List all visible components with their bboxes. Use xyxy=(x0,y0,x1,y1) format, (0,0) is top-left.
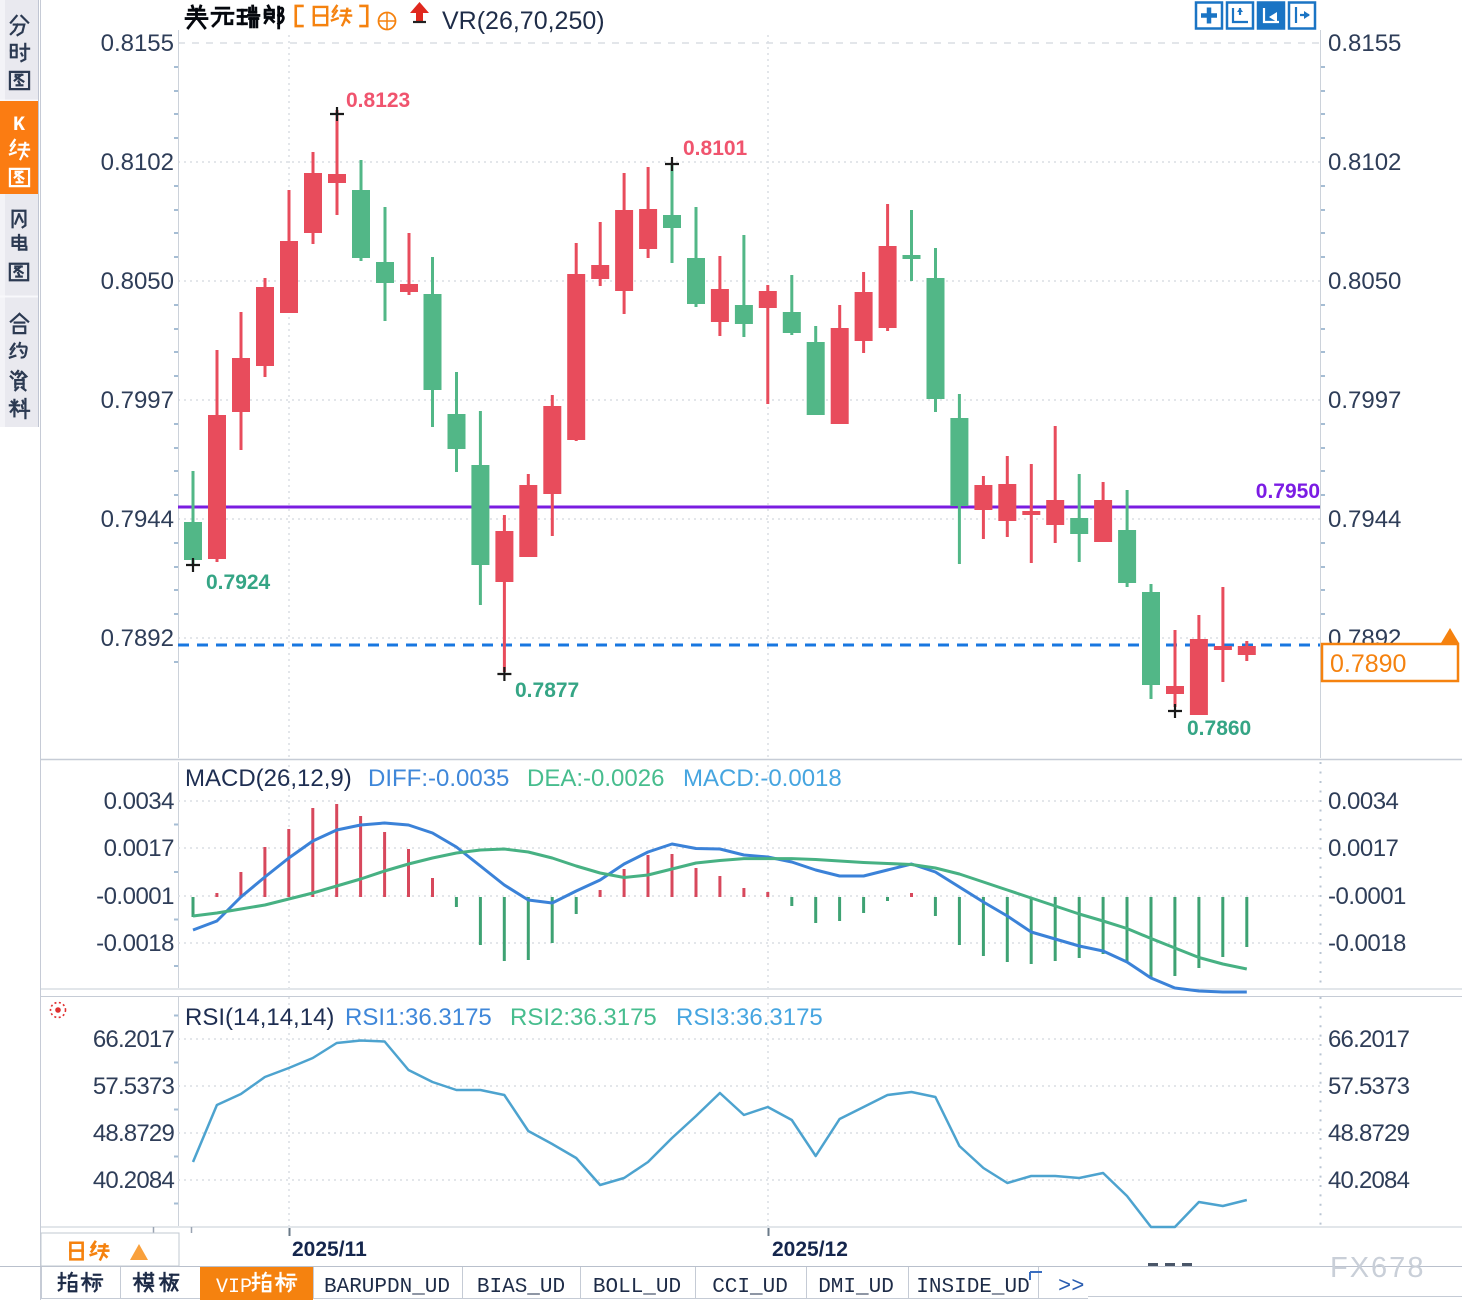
svg-text:0.0034: 0.0034 xyxy=(104,788,175,815)
svg-text:0.7997: 0.7997 xyxy=(1328,387,1401,414)
svg-text:DEA:-0.0026: DEA:-0.0026 xyxy=(527,765,664,792)
svg-text:0.7890: 0.7890 xyxy=(1330,650,1406,678)
svg-text:0.7892: 0.7892 xyxy=(101,625,174,652)
svg-text:BOLL_UD: BOLL_UD xyxy=(593,1276,681,1299)
svg-text:0.8101: 0.8101 xyxy=(683,137,748,160)
svg-text:0.8050: 0.8050 xyxy=(101,268,174,295)
svg-text:FX678: FX678 xyxy=(1330,1252,1425,1284)
svg-text:BIAS_UD: BIAS_UD xyxy=(477,1276,565,1299)
svg-text:CCI_UD: CCI_UD xyxy=(712,1276,788,1299)
svg-text:0.8155: 0.8155 xyxy=(1328,30,1401,57)
svg-text:0.8123: 0.8123 xyxy=(346,89,410,112)
svg-text:-0.0018: -0.0018 xyxy=(1328,930,1406,957)
svg-text:BARUPDN_UD: BARUPDN_UD xyxy=(324,1276,450,1299)
svg-text:0.8102: 0.8102 xyxy=(1328,149,1401,176)
svg-text:0.0017: 0.0017 xyxy=(1328,835,1399,862)
svg-text:-0.0001: -0.0001 xyxy=(96,883,174,910)
svg-text:0.7950: 0.7950 xyxy=(1256,480,1320,503)
svg-text:48.8729: 48.8729 xyxy=(1328,1120,1410,1147)
svg-text:0.7860: 0.7860 xyxy=(1187,717,1251,740)
svg-text:0.7944: 0.7944 xyxy=(1328,506,1401,533)
svg-text:0.8050: 0.8050 xyxy=(1328,268,1401,295)
svg-text:DMI_UD: DMI_UD xyxy=(818,1276,894,1299)
svg-text:2025/12: 2025/12 xyxy=(772,1238,848,1261)
svg-text:VR(26,70,250): VR(26,70,250) xyxy=(442,7,605,35)
svg-text:MACD:-0.0018: MACD:-0.0018 xyxy=(683,765,842,792)
svg-text:RSI2:36.3175: RSI2:36.3175 xyxy=(510,1004,657,1031)
svg-text:66.2017: 66.2017 xyxy=(93,1026,175,1053)
svg-text:2025/11: 2025/11 xyxy=(292,1238,367,1261)
svg-text:57.5373: 57.5373 xyxy=(93,1073,175,1100)
svg-text:0.7877: 0.7877 xyxy=(515,679,579,702)
svg-text:VIP: VIP xyxy=(216,1276,252,1299)
svg-text:0.8102: 0.8102 xyxy=(101,149,174,176)
svg-text:0.7997: 0.7997 xyxy=(101,387,174,414)
svg-text:0.8155: 0.8155 xyxy=(101,30,174,57)
svg-text:40.2084: 40.2084 xyxy=(1328,1167,1410,1194)
svg-text:0.0017: 0.0017 xyxy=(104,835,175,862)
svg-text:RSI(14,14,14): RSI(14,14,14) xyxy=(185,1004,334,1031)
svg-text:DIFF:-0.0035: DIFF:-0.0035 xyxy=(368,765,509,792)
svg-text:0.0034: 0.0034 xyxy=(1328,788,1399,815)
svg-text:48.8729: 48.8729 xyxy=(93,1120,175,1147)
svg-text:>>: >> xyxy=(1058,1274,1084,1299)
svg-text:-0.0018: -0.0018 xyxy=(96,930,174,957)
svg-text:-0.0001: -0.0001 xyxy=(1328,883,1406,910)
svg-text:57.5373: 57.5373 xyxy=(1328,1073,1410,1100)
svg-text:0.7924: 0.7924 xyxy=(206,571,271,594)
svg-text:40.2084: 40.2084 xyxy=(93,1167,175,1194)
svg-text:0.7944: 0.7944 xyxy=(101,506,174,533)
svg-text:MACD(26,12,9): MACD(26,12,9) xyxy=(185,765,352,792)
svg-text:RSI3:36.3175: RSI3:36.3175 xyxy=(676,1004,823,1031)
svg-text:66.2017: 66.2017 xyxy=(1328,1026,1410,1053)
svg-text:K: K xyxy=(13,114,25,137)
svg-text:RSI1:36.3175: RSI1:36.3175 xyxy=(345,1004,492,1031)
svg-text:INSIDE_UD: INSIDE_UD xyxy=(916,1276,1029,1299)
